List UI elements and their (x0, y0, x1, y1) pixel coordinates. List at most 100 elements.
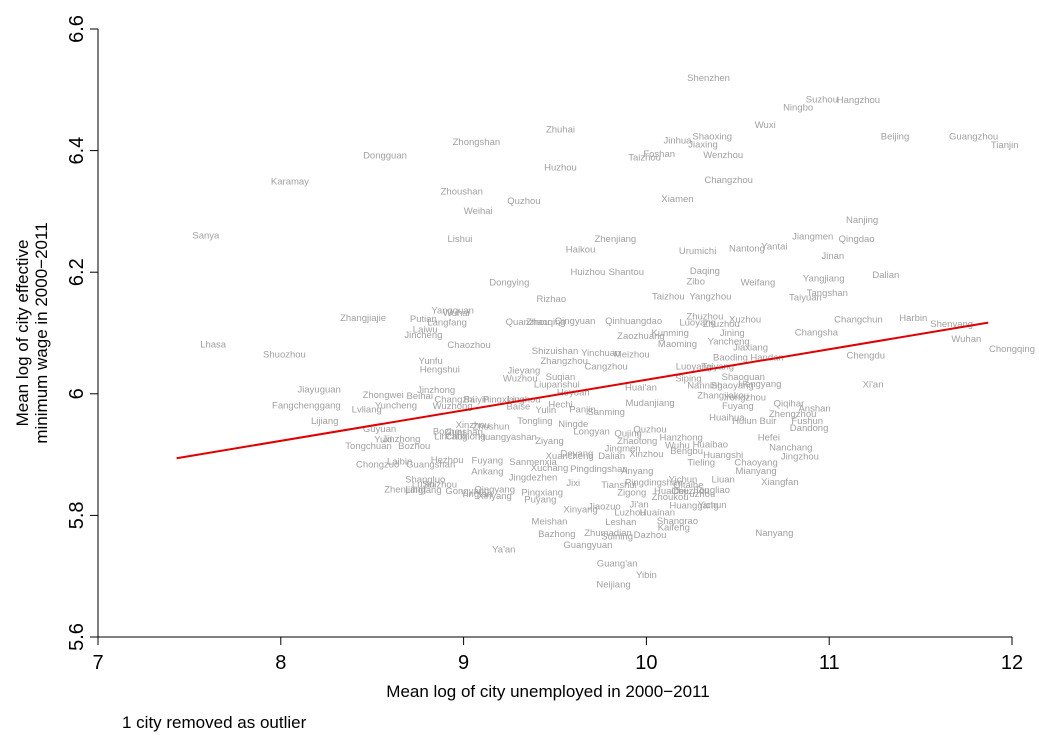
city-point-label: Jinhua (663, 135, 692, 146)
city-point-label: Jingmen (605, 444, 641, 455)
city-point-label: Yichun (698, 500, 727, 511)
city-point-label: Shaoguan (722, 372, 765, 383)
city-point-label: Chengdu (846, 350, 885, 361)
city-point-label: Meizhou (614, 349, 650, 360)
city-point-label: Jinzhong (382, 434, 420, 445)
city-point-label: Dazhou (634, 530, 667, 541)
city-point-label: Mianyang (735, 466, 776, 477)
city-point-label: Qujing (614, 428, 641, 439)
city-point-label: Nanyang (755, 528, 793, 539)
city-point-label: Hechi (548, 400, 572, 411)
city-point-label: Ningde (558, 419, 588, 430)
city-point-label: Sanmenxia (509, 457, 557, 468)
city-point-label: Baoding (713, 352, 748, 363)
city-point-label: Chuxiong (445, 431, 485, 442)
y-axis-title-line1: Mean log of city effective (13, 240, 32, 427)
city-point-label: Cangzhou (585, 361, 628, 372)
city-point-label: Ziyang (535, 436, 564, 447)
city-point-label: Chuzhou (671, 486, 709, 497)
axes (97, 29, 1012, 638)
city-point-label: Wenzhou (703, 150, 743, 161)
city-point-label: Guangyuan (563, 540, 612, 551)
city-point-label: Lishui (448, 234, 473, 245)
y-axis-title-line2: minimum wage in 2000−2011 (32, 222, 51, 443)
city-point-label: Mudanjiang (625, 398, 674, 409)
x-tick-label: 9 (458, 652, 469, 674)
city-point-label: Xinzhou (629, 449, 663, 460)
city-point-label: Meishan (532, 516, 568, 527)
city-point-label: Huizhou (570, 267, 605, 278)
city-point-label: Huzhou (544, 163, 577, 174)
city-point-label: Taizhou (628, 152, 661, 163)
city-point-label: Shantou (609, 267, 644, 278)
city-point-label: Yingtan (460, 489, 492, 500)
city-point-label: Jinzhong (417, 385, 455, 396)
city-point-label: Guoshan (444, 427, 483, 438)
city-point-label: Guyuan (363, 424, 396, 435)
city-point-label: Putian (410, 314, 437, 325)
city-point-label: Fushun (791, 416, 823, 427)
city-point-label: Ningbo (783, 102, 813, 113)
city-point-label: Lingtang (405, 485, 441, 496)
city-point-label: Foshan (643, 149, 675, 160)
city-point-label: Dongying (489, 278, 529, 289)
city-point-label: Yongzhou (724, 392, 766, 403)
city-point-label: Luoyang (676, 361, 712, 372)
city-point-label: Zhaotong (617, 436, 657, 447)
city-point-label: Ji'an (629, 499, 648, 510)
city-point-label: Wuhu (665, 440, 690, 451)
city-point-label: Changsha (795, 327, 839, 338)
city-point-label: Dalian (598, 451, 625, 462)
city-point-label: Jiaxiang (733, 343, 768, 354)
city-point-label: Jiangmen (792, 231, 833, 242)
city-point-label: Huanggang (669, 501, 718, 512)
city-point-label: Karamay (271, 177, 309, 188)
y-tick-label: 6 (66, 388, 88, 399)
city-point-label: Yangjiang (803, 273, 845, 284)
city-point-label: Anshan (798, 403, 830, 414)
city-point-label: Zhushun (473, 422, 510, 433)
city-point-label: Zibo (687, 276, 705, 287)
x-tick-label: 10 (635, 652, 657, 674)
city-point-label: Taizhou (652, 292, 685, 303)
city-point-label: Yinchuan (581, 348, 620, 359)
city-point-label: Bozhou (398, 441, 430, 452)
city-point-label: Huainan (640, 507, 675, 518)
city-point-label: Pingdingshan (570, 464, 628, 475)
city-point-label: Xuancheng (546, 451, 594, 462)
city-point-label: Sanya (192, 231, 220, 242)
city-point-label: Fangchenggang (272, 400, 341, 411)
city-point-label: Daqing (690, 266, 720, 277)
city-point-label: Qiqihar (774, 399, 805, 410)
city-point-label: Jiaxing (688, 140, 718, 151)
city-point-label: Zigong (617, 487, 646, 498)
x-tick-label: 8 (275, 652, 286, 674)
city-point-label: Jining (720, 328, 745, 339)
city-point-label: Zhongwei (363, 390, 404, 401)
city-point-label: Xiangfan (761, 477, 799, 488)
city-point-label: Zaozhuang (617, 331, 665, 342)
city-point-label: Changzhou (704, 175, 753, 186)
city-point-label: Shaoyang (711, 380, 754, 391)
x-tick-label: 7 (92, 652, 103, 674)
city-point-label: Hanzhong (659, 433, 702, 444)
city-point-label: Zhenjiang (384, 484, 426, 495)
city-point-label: Yantai (761, 242, 787, 253)
city-point-label: Yancheng (708, 337, 750, 348)
city-point-label: Suining (601, 532, 633, 543)
city-point-label: Neijiang (596, 580, 630, 591)
city-point-label: Gongyang (445, 486, 489, 497)
city-point-label: Hengyang (738, 379, 781, 390)
city-point-label: Zhuhai (546, 124, 575, 135)
city-point-label: Shenyang (930, 319, 973, 330)
city-point-label: Panjin (569, 405, 595, 416)
y-tick-label: 6.6 (66, 15, 88, 43)
city-point-label: Huangshi (703, 450, 743, 461)
city-point-label: Huaihua (709, 413, 745, 424)
city-point-label: Zhoushan (441, 186, 483, 197)
city-point-label: Tianjin (991, 140, 1019, 151)
city-point-label: Anyang (621, 466, 653, 477)
city-point-label: Liupanshui (534, 380, 580, 391)
y-tick-label: 6.2 (66, 258, 88, 286)
city-point-label: Quzhou (633, 425, 666, 436)
